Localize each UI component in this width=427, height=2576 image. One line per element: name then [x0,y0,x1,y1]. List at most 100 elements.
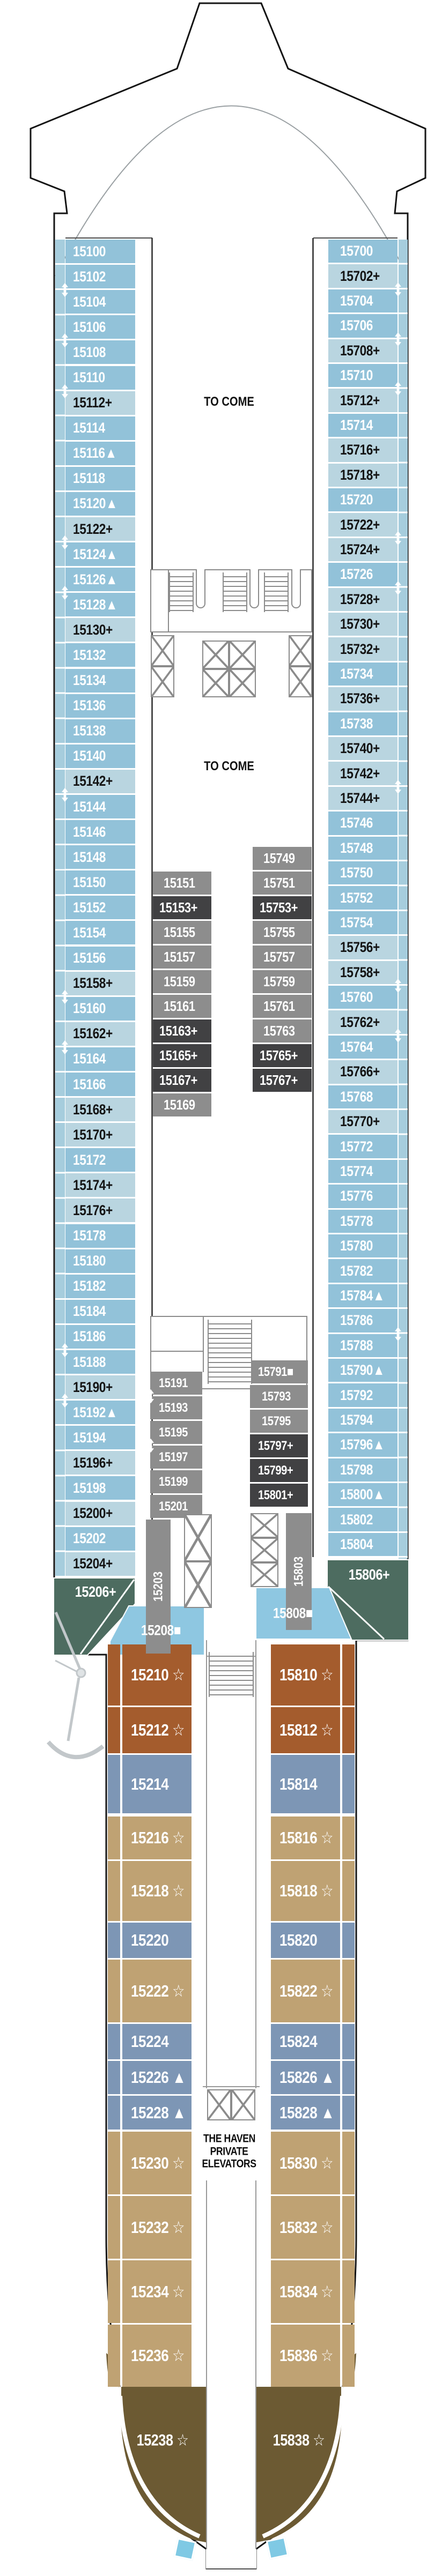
cabin-15746[interactable]: 15746 [328,811,397,835]
cabin-15822[interactable]: 15822 ☆ [271,1960,340,2022]
cabin-15718[interactable]: 15718+ [328,463,397,487]
cabin-15700[interactable]: 15700 [328,240,397,263]
cabin-15186[interactable]: 15186 [65,1324,135,1349]
cabin-15193[interactable]: 15193 [150,1396,202,1419]
cabin-15126[interactable]: 15126▲ [65,568,135,592]
cabin-15224[interactable]: 15224 [122,2024,192,2059]
cabin-15212[interactable]: 15212 ☆ [122,1707,192,1753]
cabin-15218[interactable]: 15218 ☆ [122,1861,192,1921]
cabin-15802[interactable]: 15802 [328,1508,397,1531]
cabin-15166[interactable]: 15166 [65,1073,135,1097]
cabin-15214[interactable]: 15214 [122,1755,192,1813]
cabin-15190[interactable]: 15190+ [65,1375,135,1399]
cabin-15232[interactable]: 15232 ☆ [122,2196,192,2259]
cabin-15184[interactable]: 15184 [65,1299,135,1323]
cabin-15216[interactable]: 15216 ☆ [122,1816,192,1859]
cabin-15788[interactable]: 15788 [328,1334,397,1357]
cabin-15150[interactable]: 15150 [65,870,135,895]
cabin-15762[interactable]: 15762+ [328,1010,397,1034]
cabin-15146[interactable]: 15146 [65,820,135,844]
cabin-15159[interactable]: 15159 [153,970,211,993]
cabin-15155[interactable]: 15155 [153,921,211,944]
cabin-15768[interactable]: 15768 [328,1085,397,1108]
cabin-15156[interactable]: 15156 [65,946,135,970]
cabin-15800[interactable]: 15800▲ [328,1483,397,1507]
cabin-15794[interactable]: 15794 [328,1408,397,1432]
cabin-15812[interactable]: 15812 ☆ [271,1707,340,1753]
cabin-15194[interactable]: 15194 [65,1426,135,1450]
cabin-15796[interactable]: 15796▲ [328,1433,397,1457]
cabin-15754[interactable]: 15754 [328,911,397,935]
cabin-15162[interactable]: 15162+ [65,1022,135,1046]
cabin-15742[interactable]: 15742+ [328,762,397,785]
cabin-15102[interactable]: 15102 [65,265,135,289]
cabin-15148[interactable]: 15148 [65,845,135,869]
cabin-15169[interactable]: 15169 [153,1093,211,1116]
cabin-15830[interactable]: 15830 ☆ [271,2132,340,2194]
cabin-15770[interactable]: 15770+ [328,1110,397,1134]
cabin-15706[interactable]: 15706 [328,314,397,338]
cabin-15116[interactable]: 15116▲ [65,441,135,465]
cabin-15151[interactable]: 15151 [153,872,211,895]
cabin-15784[interactable]: 15784▲ [328,1284,397,1308]
cabin-15204[interactable]: 15204+ [65,1552,135,1576]
cabin-15160[interactable]: 15160 [65,996,135,1021]
cabin-15799[interactable]: 15799+ [250,1459,308,1482]
cabin-15195[interactable]: 15195 [150,1421,202,1444]
cabin-15793[interactable]: 15793 [250,1385,308,1408]
cabin-15136[interactable]: 15136 [65,694,135,718]
cabin-15814[interactable]: 15814 [271,1755,340,1813]
cabin-15203[interactable]: 15203 [146,1520,171,1654]
cabin-15752[interactable]: 15752 [328,886,397,910]
cabin-15801[interactable]: 15801+ [250,1484,308,1507]
cabin-15753[interactable]: 15753+ [253,896,312,919]
cabin-15163[interactable]: 15163+ [153,1019,211,1043]
cabin-15222[interactable]: 15222 ☆ [122,1960,192,2022]
cabin-15804[interactable]: 15804 [328,1532,397,1557]
cabin-15704[interactable]: 15704 [328,289,397,313]
cabin-15220[interactable]: 15220 [122,1923,192,1958]
cabin-15114[interactable]: 15114 [65,416,135,440]
cabin-15164[interactable]: 15164 [65,1047,135,1071]
cabin-15740[interactable]: 15740+ [328,737,397,761]
cabin-15730[interactable]: 15730+ [328,613,397,636]
cabin-15153[interactable]: 15153+ [153,896,211,919]
cabin-15108[interactable]: 15108 [65,340,135,364]
cabin-15732[interactable]: 15732+ [328,637,397,661]
cabin-15178[interactable]: 15178 [65,1224,135,1248]
cabin-15130[interactable]: 15130+ [65,618,135,642]
cabin-15836[interactable]: 15836 ☆ [271,2325,340,2387]
cabin-15764[interactable]: 15764 [328,1035,397,1059]
cabin-15797[interactable]: 15797+ [250,1434,308,1457]
cabin-15154[interactable]: 15154 [65,921,135,945]
cabin-15792[interactable]: 15792 [328,1383,397,1407]
cabin-15138[interactable]: 15138 [65,719,135,743]
cabin-15230[interactable]: 15230 ☆ [122,2132,192,2194]
cabin-15172[interactable]: 15172 [65,1148,135,1172]
cabin-15748[interactable]: 15748 [328,836,397,860]
cabin-15818[interactable]: 15818 ☆ [271,1861,340,1921]
cabin-15104[interactable]: 15104 [65,290,135,314]
cabin-15199[interactable]: 15199 [150,1470,202,1493]
cabin-15798[interactable]: 15798 [328,1458,397,1481]
cabin-15161[interactable]: 15161 [153,995,211,1018]
cabin-15122[interactable]: 15122+ [65,517,135,541]
cabin-15182[interactable]: 15182 [65,1274,135,1298]
cabin-15786[interactable]: 15786 [328,1309,397,1332]
cabin-15750[interactable]: 15750 [328,861,397,885]
cabin-15167[interactable]: 15167+ [153,1069,211,1092]
cabin-15152[interactable]: 15152 [65,896,135,920]
cabin-15165[interactable]: 15165+ [153,1044,211,1067]
cabin-15712[interactable]: 15712+ [328,389,397,412]
cabin-15180[interactable]: 15180 [65,1249,135,1273]
cabin-15795[interactable]: 15795 [250,1410,308,1433]
cabin-15763[interactable]: 15763 [253,1019,312,1043]
cabin-15202[interactable]: 15202 [65,1527,135,1551]
suite-15206-shape[interactable] [53,1577,136,1656]
cabin-15716[interactable]: 15716+ [328,438,397,462]
cabin-15196[interactable]: 15196+ [65,1451,135,1475]
cabin-15192[interactable]: 15192▲ [65,1401,135,1425]
cabin-15728[interactable]: 15728+ [328,587,397,611]
cabin-15726[interactable]: 15726 [328,563,397,586]
cabin-15134[interactable]: 15134 [65,668,135,693]
